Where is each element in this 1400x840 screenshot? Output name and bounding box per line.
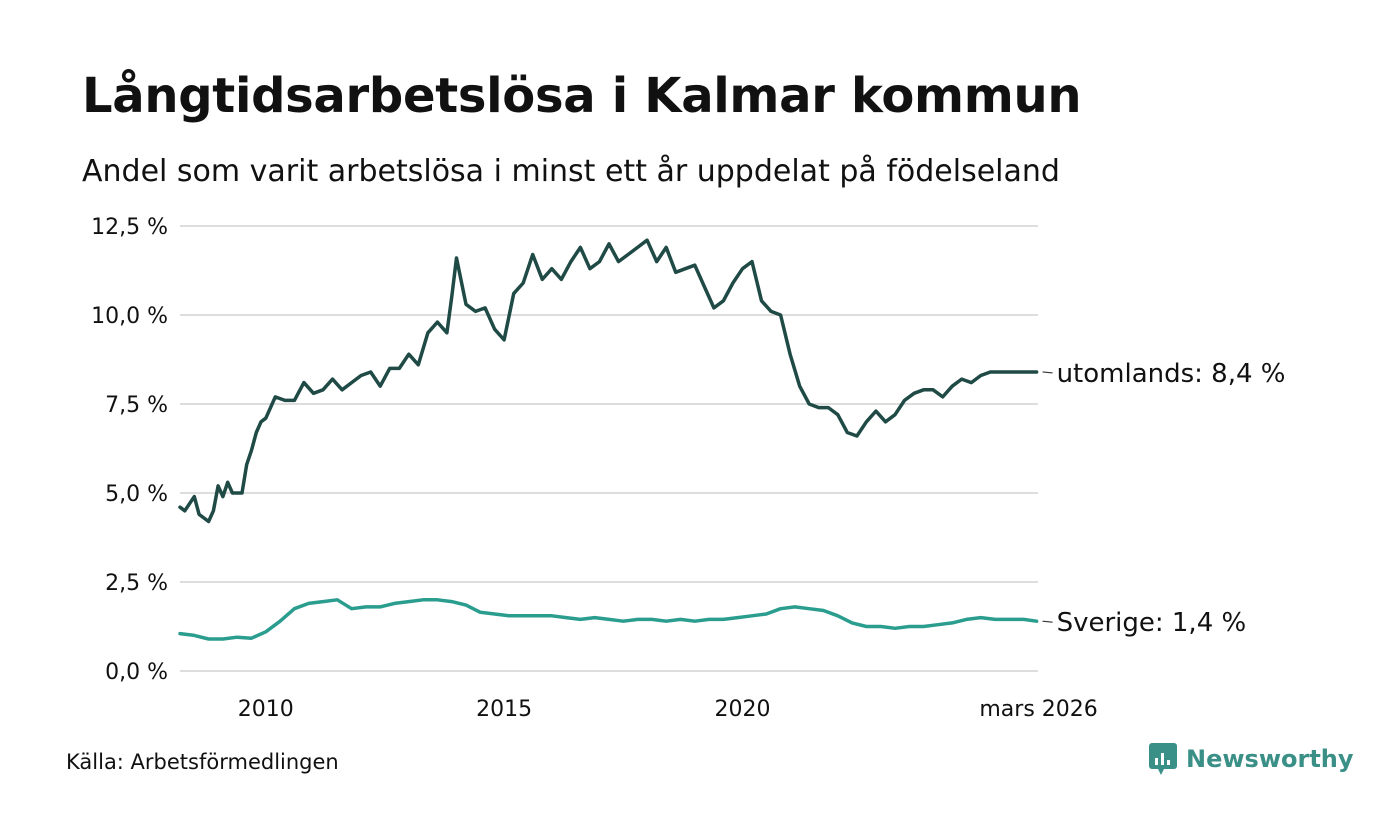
x-tick-label: mars 2026 <box>979 697 1097 722</box>
y-tick-label: 10,0 % <box>91 304 168 329</box>
y-tick-label: 0,0 % <box>105 660 168 685</box>
series-end-label-utomlands: utomlands: 8,4 % <box>1057 359 1286 389</box>
series-end-label-sverige: Sverige: 1,4 % <box>1057 608 1247 638</box>
chart-title: Långtidsarbetslösa i Kalmar kommun <box>82 68 1082 124</box>
series-lines <box>178 238 1039 641</box>
y-axis: 0,0 % 2,5 % 5,0 % 7,5 % 10,0 % 12,5 % <box>91 215 168 685</box>
y-tick-label: 2,5 % <box>105 571 168 596</box>
y-tick-label: 12,5 % <box>91 215 168 240</box>
label-connector <box>1042 620 1053 623</box>
newsworthy-logo-icon <box>1149 743 1177 775</box>
chart-subtitle: Andel som varit arbetslösa i minst ett å… <box>82 154 1060 189</box>
x-tick-label: 2015 <box>476 697 532 722</box>
y-tick-label: 5,0 % <box>105 482 168 507</box>
label-connector <box>1042 371 1053 374</box>
x-tick-label: 2010 <box>238 697 294 722</box>
brand-logo: Newsworthy <box>1148 742 1354 776</box>
end-labels: utomlands: 8,4 % Sverige: 1,4 % <box>1042 359 1286 638</box>
brand-name: Newsworthy <box>1186 745 1354 773</box>
x-axis: 2010 2015 2020 mars 2026 <box>238 697 1098 722</box>
grid-lines <box>180 225 1038 672</box>
source-credit: Källa: Arbetsförmedlingen <box>66 750 339 774</box>
series-line-sverige <box>178 598 1039 641</box>
series-line-utomlands <box>178 238 1039 524</box>
line-chart: 0,0 %2,5 %5,0 %7,5 %10,0 %12,5 % 2010 201… <box>91 215 1286 722</box>
y-tick-label: 7,5 % <box>105 393 168 418</box>
x-tick-label: 2020 <box>714 697 770 722</box>
